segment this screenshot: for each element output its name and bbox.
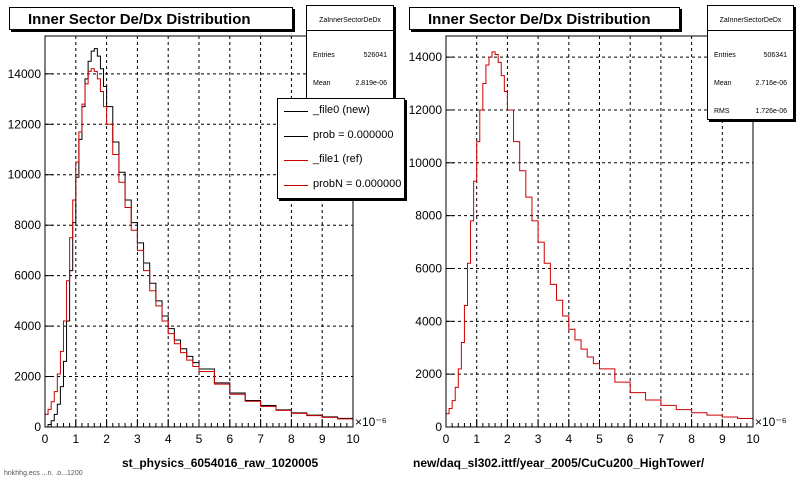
stats-row-rms: RMS 1.726e-06 xyxy=(708,108,793,115)
x-tick-label: 9 xyxy=(719,432,726,446)
y-tick-label: 14000 xyxy=(8,67,42,81)
series-line-0 xyxy=(45,48,354,428)
x-tick-label: 6 xyxy=(627,432,634,446)
x-tick-label: 10 xyxy=(746,432,760,446)
y-tick-label: 10000 xyxy=(8,168,42,182)
legend-entry-prob: prob = 0.000000 xyxy=(278,124,404,149)
stats-entries-label: Entries xyxy=(714,52,736,59)
y-tick-label: 4000 xyxy=(415,314,442,328)
stats-row-mean: Mean 2.819e-06 xyxy=(307,80,393,87)
x-tick-label: 8 xyxy=(288,432,295,446)
x-tick-label: 1 xyxy=(72,432,79,446)
stats-name: ZaInnerSectorDeDx xyxy=(708,6,793,31)
x-tick-label: 8 xyxy=(688,432,695,446)
y-tick-label: 2000 xyxy=(14,370,41,384)
x-tick-label: 0 xyxy=(443,432,450,446)
x-tick-label: 7 xyxy=(658,432,665,446)
stats-rms-label: RMS xyxy=(714,108,730,115)
legend-line-probn xyxy=(284,184,308,186)
x-tick-label: 3 xyxy=(535,432,542,446)
x-tick-label: 10 xyxy=(346,432,360,446)
stats-mean-label: Mean xyxy=(714,80,732,87)
x-tick-label: 2 xyxy=(103,432,110,446)
legend-entry-ref: _file1 (ref) xyxy=(278,148,404,173)
stats-entries-value: 526041 xyxy=(363,52,387,59)
stats-entries-label: Entries xyxy=(313,52,335,59)
y-tick-label: 14000 xyxy=(409,50,443,64)
stats-mean-value: 2.819e-06 xyxy=(355,80,387,87)
stats-row-entries: Entries 506341 xyxy=(708,52,793,59)
x-tick-label: 3 xyxy=(134,432,141,446)
stats-mean-label: Mean xyxy=(313,80,331,87)
x-tick-label: 6 xyxy=(226,432,233,446)
stats-box-right: ZaInnerSectorDeDx Entries 506341 Mean 2.… xyxy=(707,5,794,120)
legend-line-ref xyxy=(284,160,308,161)
x-tick-label: 9 xyxy=(319,432,326,446)
legend-label: probN = 0.000000 xyxy=(313,177,402,190)
x-tick-label: 7 xyxy=(257,432,264,446)
series-line-1 xyxy=(44,68,354,427)
y-tick-label: 4000 xyxy=(14,319,41,333)
x-tick-label: 5 xyxy=(596,432,603,446)
y-tick-label: 8000 xyxy=(14,218,41,232)
x-tick-label: 5 xyxy=(196,432,203,446)
stats-row-entries: Entries 526041 xyxy=(307,52,393,59)
y-tick-label: 10000 xyxy=(409,156,443,170)
x-tick-label: 0 xyxy=(42,432,49,446)
y-tick-label: 0 xyxy=(34,420,41,434)
x-axis-multiplier: ×10⁻⁶ xyxy=(355,415,387,429)
y-tick-label: 0 xyxy=(435,420,442,434)
legend-line-prob xyxy=(284,135,308,137)
legend-box: _file0 (new) prob = 0.000000 _file1 (ref… xyxy=(277,98,405,199)
x-tick-label: 1 xyxy=(473,432,480,446)
legend-line-new xyxy=(284,111,308,112)
legend-entry-new: _file0 (new) xyxy=(278,99,404,124)
x-tick-label: 2 xyxy=(504,432,511,446)
legend-label: prob = 0.000000 xyxy=(313,128,394,141)
y-tick-label: 6000 xyxy=(415,261,442,275)
stats-row-mean: Mean 2.716e-06 xyxy=(708,80,793,87)
y-tick-label: 8000 xyxy=(415,209,442,223)
stats-name: ZaInnerSectorDeDx xyxy=(307,6,393,31)
series-line-0 xyxy=(445,51,754,427)
footer-text: hnkhhg.ecs ...n. .o...1200 xyxy=(4,470,83,477)
x-tick-label: 4 xyxy=(565,432,572,446)
legend-label: _file0 (new) xyxy=(313,104,370,116)
legend-label: _file1 (ref) xyxy=(313,153,363,165)
chart-title-right: Inner Sector De/Dx Distribution xyxy=(409,7,680,30)
y-tick-label: 6000 xyxy=(14,269,41,283)
stats-mean-value: 2.716e-06 xyxy=(755,80,787,87)
x-axis-multiplier: ×10⁻⁶ xyxy=(755,415,787,429)
stats-rms-value: 1.726e-06 xyxy=(755,108,787,115)
legend-entry-probn: probN = 0.000000 xyxy=(278,173,404,198)
y-tick-label: 2000 xyxy=(415,367,442,381)
x-axis-title-right: new/daq_sl302.ittf/year_2005/CuCu200_Hig… xyxy=(413,456,705,470)
y-tick-label: 12000 xyxy=(8,117,42,131)
x-tick-label: 4 xyxy=(165,432,172,446)
stats-entries-value: 506341 xyxy=(763,52,787,59)
x-axis-title-left: st_physics_6054016_raw_1020005 xyxy=(122,456,319,470)
y-tick-label: 12000 xyxy=(409,103,443,117)
chart-title-left: Inner Sector De/Dx Distribution xyxy=(9,7,293,30)
